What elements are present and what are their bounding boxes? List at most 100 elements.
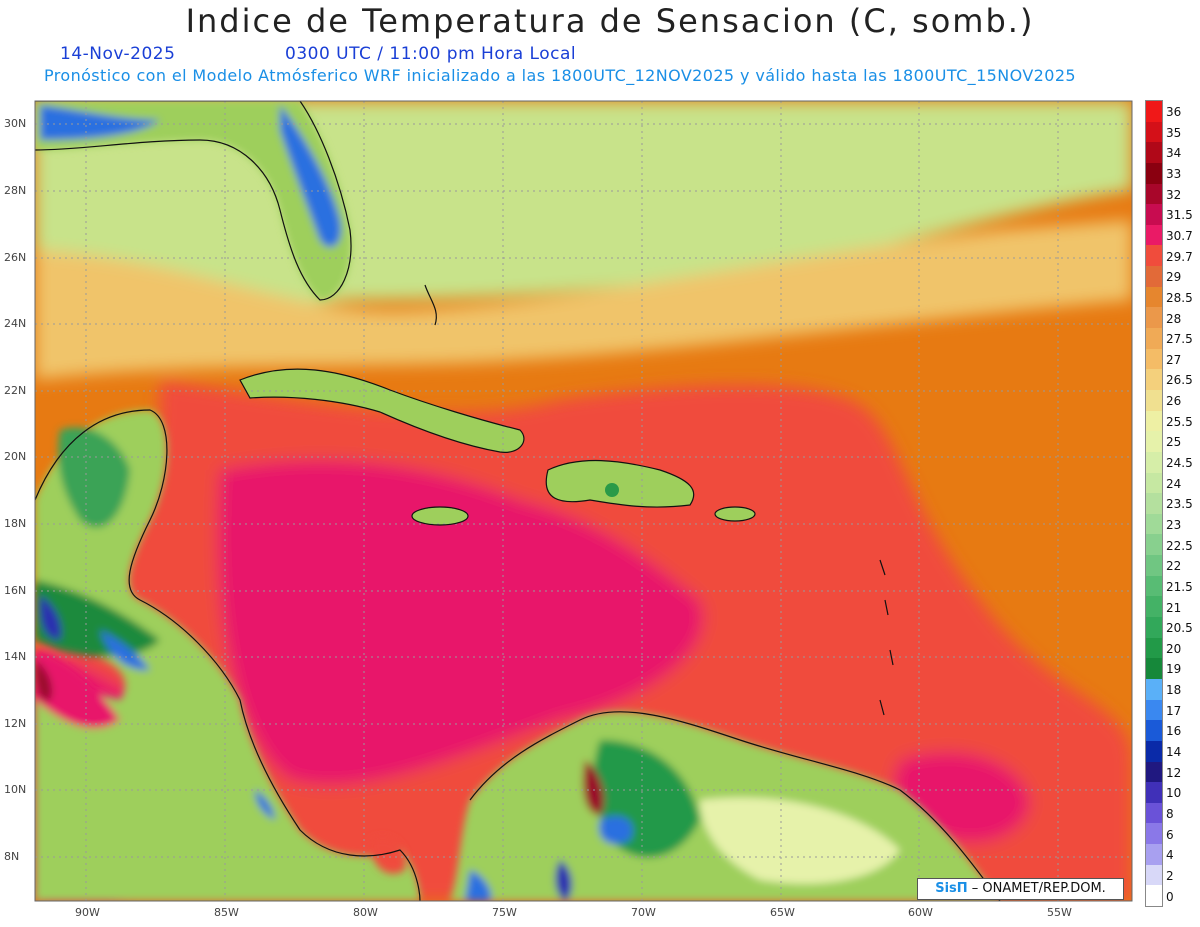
color-scale-label: 21.5 (1166, 579, 1193, 594)
color-scale-segment (1146, 761, 1162, 783)
color-scale-segment (1146, 575, 1162, 597)
color-scale-label: 20 (1166, 641, 1182, 656)
color-scale-segment (1146, 101, 1162, 123)
color-scale-segment (1146, 596, 1162, 618)
color-scale-segment (1146, 740, 1162, 762)
lon-label: 70W (631, 906, 656, 919)
color-scale-segment (1146, 224, 1162, 246)
color-scale-label: 20.5 (1166, 621, 1193, 636)
color-scale-label: 12 (1166, 765, 1182, 780)
color-scale-segment (1146, 472, 1162, 494)
color-scale-label: 14 (1166, 745, 1182, 760)
color-scale-segment (1146, 162, 1162, 185)
color-scale-segment (1146, 431, 1162, 453)
color-scale-label: 24 (1166, 476, 1182, 491)
color-scale-label: 27 (1166, 352, 1182, 367)
color-scale-segment (1146, 617, 1162, 639)
lat-label: 16N (4, 584, 27, 597)
lon-label: 75W (492, 906, 517, 919)
florida-cold-core (280, 105, 341, 248)
color-scale-bar (1145, 100, 1163, 907)
hispaniola-land (546, 460, 694, 508)
color-scale-segment (1146, 864, 1162, 886)
color-scale-label: 34 (1166, 146, 1182, 161)
color-scale-segment (1146, 328, 1162, 350)
color-scale-segment (1146, 451, 1162, 474)
lat-label: 30N (4, 117, 27, 130)
color-scale-segment (1146, 369, 1162, 391)
lat-label: 24N (4, 317, 27, 330)
color-scale-segment (1146, 534, 1162, 556)
color-scale-label: 22.5 (1166, 538, 1193, 553)
color-scale-label: 28.5 (1166, 290, 1193, 305)
lon-label: 90W (75, 906, 100, 919)
ocean-transition-band (35, 220, 1132, 380)
cuba-land (240, 369, 524, 453)
color-scale-label: 25 (1166, 435, 1182, 450)
color-scale-segment (1146, 555, 1162, 577)
color-scale-label: 36 (1166, 105, 1182, 120)
color-scale-label: 35 (1166, 125, 1182, 140)
color-scale-segment (1146, 513, 1162, 535)
page-title: Indice de Temperatura de Sensacion (C, s… (185, 2, 1035, 40)
lon-label: 55W (1047, 906, 1072, 919)
caribbean-hot-core (217, 460, 704, 786)
color-scale-label: 6 (1166, 827, 1174, 842)
color-scale-segment (1146, 266, 1162, 288)
florida-land (35, 101, 351, 300)
forecast-date: 14-Nov-2025 (60, 44, 176, 64)
color-scale-label: 4 (1166, 848, 1174, 863)
color-scale-label: 21 (1166, 600, 1182, 615)
color-scale-label: 24.5 (1166, 456, 1193, 471)
color-scale-segment (1146, 389, 1162, 412)
color-scale-label: 19 (1166, 662, 1182, 677)
color-scale-segment (1146, 823, 1162, 845)
map-gridlines (35, 101, 1132, 901)
color-scale-segment (1146, 183, 1162, 205)
map-field (35, 101, 1132, 901)
lat-label: 8N (4, 850, 20, 863)
color-scale-segment (1146, 782, 1162, 804)
color-scale-segment (1146, 245, 1162, 267)
color-scale-label: 30.7 (1166, 229, 1193, 243)
color-scale-segment (1146, 699, 1162, 721)
color-scale-segment (1146, 637, 1162, 659)
color-scale-label: 10 (1166, 786, 1182, 801)
color-scale-segment (1146, 204, 1162, 226)
color-scale-label: 32 (1166, 187, 1182, 202)
color-scale-segment (1146, 121, 1162, 143)
color-scale-segment (1146, 286, 1162, 308)
color-scale-label: 29 (1166, 270, 1182, 285)
forecast-description: Pronóstico con el Modelo Atmósferico WRF… (44, 66, 1076, 85)
lat-label: 20N (4, 450, 27, 463)
color-scale-label: 16 (1166, 724, 1182, 739)
color-scale-label: 23 (1166, 517, 1182, 532)
color-scale-segment (1146, 720, 1162, 742)
color-scale-label: 23.5 (1166, 497, 1193, 512)
color-scale-label: 28 (1166, 311, 1182, 326)
color-scale-segment (1146, 678, 1162, 701)
color-scale-label: 33 (1166, 167, 1182, 182)
color-scale-segment (1146, 844, 1162, 866)
lat-label: 18N (4, 517, 27, 530)
color-scale-label: 26 (1166, 394, 1182, 409)
color-scale-label: 25.5 (1166, 414, 1193, 429)
jamaica-land (412, 507, 468, 525)
lat-label: 14N (4, 650, 27, 663)
color-scale-label: 27.5 (1166, 332, 1193, 347)
credit-text: – ONAMET/REP.DOM. (967, 881, 1106, 896)
color-scale-label: 26.5 (1166, 373, 1193, 388)
color-scale-label: 2 (1166, 868, 1174, 883)
lat-label: 10N (4, 783, 27, 796)
lon-label: 85W (214, 906, 239, 919)
lon-label: 60W (908, 906, 933, 919)
color-scale-label: 17 (1166, 703, 1182, 718)
central-america-land (35, 410, 420, 901)
color-scale-label: 29.7 (1166, 249, 1193, 264)
lon-label: 80W (353, 906, 378, 919)
sispi-logo: SisΠ (935, 881, 968, 896)
color-scale-segment (1146, 348, 1162, 370)
color-scale-label: 0 (1166, 889, 1174, 904)
color-scale-segment (1146, 658, 1162, 680)
map-frame (34, 100, 1133, 902)
